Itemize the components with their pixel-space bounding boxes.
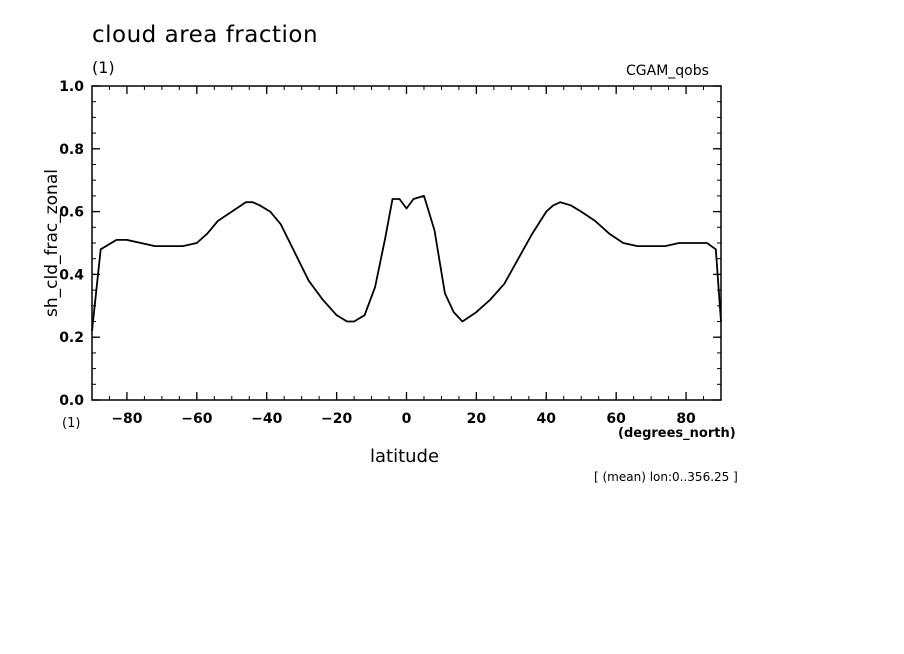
y-tick-label: 0.2 (59, 330, 84, 346)
chart-subtitle: [ (mean) lon:0..356.25 ] (594, 470, 738, 484)
tick-labels: −80 −60 −40 −20 0 20 40 60 80 0.0 0.2 0.4 0.6 0.8 1.0 (59, 79, 696, 427)
x-axis-label: latitude (370, 446, 440, 467)
y-tick-label: 1.0 (59, 79, 84, 95)
x-tick-label: 0 (402, 411, 412, 427)
chart-title: cloud area fraction (92, 22, 319, 48)
x-tick-label: −40 (251, 411, 282, 427)
x-tick-label: −60 (181, 411, 212, 427)
x-tick-label: 40 (537, 411, 557, 427)
x-axis-units: (degrees_north) (618, 426, 736, 441)
y-tick-label: 0.0 (59, 393, 84, 409)
x-tick-label: 80 (676, 411, 696, 427)
y-tick-label: 0.6 (59, 205, 84, 221)
dataset-label: CGAM_qobs (626, 63, 709, 79)
x-tick-label: −20 (321, 411, 352, 427)
y-tick-label: 0.4 (59, 267, 84, 283)
y-tick-label: 0.8 (59, 142, 84, 158)
x-tick-label: −80 (111, 411, 142, 427)
y-axis-units: (1) (62, 416, 81, 431)
series-line (91, 194, 722, 331)
x-tick-label: 20 (467, 411, 487, 427)
series-group (91, 194, 722, 331)
chart-units: (1) (92, 58, 115, 77)
x-tick-label: 60 (606, 411, 626, 427)
